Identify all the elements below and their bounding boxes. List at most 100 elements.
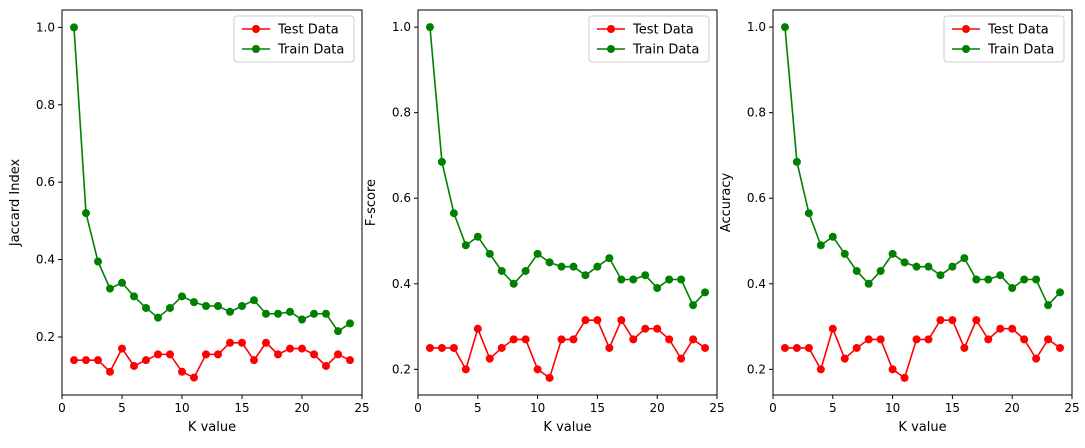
data-point xyxy=(653,284,662,293)
series-test-data xyxy=(70,338,354,382)
data-point xyxy=(677,275,686,284)
data-point xyxy=(497,266,506,275)
data-point xyxy=(641,324,650,333)
data-point xyxy=(130,292,138,301)
data-point xyxy=(250,356,258,365)
data-point xyxy=(888,249,897,258)
data-point xyxy=(1008,284,1017,293)
data-point xyxy=(334,350,342,359)
data-point xyxy=(437,157,446,166)
series-line xyxy=(784,318,1061,380)
y-tick-label: 1.0 xyxy=(747,20,766,34)
data-point xyxy=(840,249,849,258)
data-point xyxy=(924,262,933,271)
data-point xyxy=(557,335,566,344)
x-tick-label: 10 xyxy=(530,401,545,415)
data-point xyxy=(1008,324,1017,333)
y-axis-label: F-score xyxy=(364,179,379,226)
y-tick-label: 0.6 xyxy=(36,175,55,189)
data-point xyxy=(521,335,530,344)
data-point xyxy=(310,309,318,318)
data-point xyxy=(274,309,282,318)
legend-entry-label: Train Data xyxy=(987,43,1054,58)
data-point xyxy=(154,350,162,359)
legend: Test Data Train Data xyxy=(943,15,1065,63)
series-train-data xyxy=(780,23,1065,310)
data-point xyxy=(804,209,813,218)
legend-box xyxy=(588,15,710,63)
data-point xyxy=(912,262,921,271)
data-point xyxy=(996,324,1005,333)
legend-entry-label: Train Data xyxy=(277,43,344,58)
data-point xyxy=(876,335,885,344)
data-point xyxy=(617,275,626,284)
x-tick-label: 10 xyxy=(174,401,189,415)
x-tick-label: 20 xyxy=(294,401,309,415)
data-point xyxy=(298,315,306,324)
data-point xyxy=(900,373,909,382)
data-point xyxy=(593,316,602,325)
data-point xyxy=(665,275,674,284)
subplot-3: 0 5 10 15 20 25 0.2 0.4 0.6 0.8 1.0 K value Accuracy… xyxy=(719,9,1080,435)
data-point xyxy=(190,373,198,382)
data-point xyxy=(852,266,861,275)
data-point xyxy=(701,288,710,297)
data-point xyxy=(82,356,90,365)
data-point xyxy=(864,335,873,344)
data-point xyxy=(677,354,686,363)
x-tick-label: 15 xyxy=(945,401,960,415)
legend-marker xyxy=(252,25,260,33)
legend-entry-label: Test Data xyxy=(277,23,339,38)
data-point xyxy=(262,338,270,347)
data-point xyxy=(864,279,873,288)
data-point xyxy=(298,344,306,353)
data-point xyxy=(804,343,813,352)
data-point xyxy=(792,343,801,352)
legend-box xyxy=(943,15,1065,63)
data-point xyxy=(948,316,957,325)
data-point xyxy=(202,302,210,311)
data-point xyxy=(1056,343,1065,352)
x-tick-label: 15 xyxy=(590,401,605,415)
data-point xyxy=(238,302,246,311)
data-point xyxy=(425,343,434,352)
legend-marker xyxy=(962,25,970,33)
data-point xyxy=(924,335,933,344)
x-tick-label: 15 xyxy=(234,401,249,415)
data-point xyxy=(142,356,150,365)
legend-entry-label: Test Data xyxy=(987,23,1049,38)
y-tick-label: 0.2 xyxy=(392,362,411,376)
y-tick-label: 0.6 xyxy=(392,191,411,205)
data-point xyxy=(1044,301,1053,310)
subplot-2: 0 5 10 15 20 25 0.2 0.4 0.6 0.8 1.0 K value F-score T… xyxy=(364,9,725,435)
data-point xyxy=(461,241,470,250)
x-tick-label: 20 xyxy=(1005,401,1020,415)
data-point xyxy=(569,262,578,271)
data-point xyxy=(473,232,482,241)
x-tick-label: 0 xyxy=(58,401,66,415)
data-point xyxy=(461,365,470,374)
data-point xyxy=(130,361,138,370)
legend-marker xyxy=(962,45,970,53)
data-point xyxy=(346,319,354,328)
data-point xyxy=(569,335,578,344)
data-point xyxy=(948,262,957,271)
data-point xyxy=(190,298,198,307)
y-tick-label: 0.4 xyxy=(392,277,411,291)
data-point xyxy=(473,324,482,333)
legend-marker xyxy=(607,25,615,33)
data-point xyxy=(689,301,698,310)
data-point xyxy=(322,361,330,370)
data-point xyxy=(936,271,945,280)
data-point xyxy=(533,249,542,258)
data-point xyxy=(509,279,518,288)
y-axis-label: Jaccard Index xyxy=(8,159,23,248)
x-tick-label: 5 xyxy=(474,401,482,415)
data-point xyxy=(94,356,102,365)
x-tick-label: 25 xyxy=(354,401,369,415)
plot-area-frame xyxy=(61,9,363,396)
series-train-data xyxy=(425,23,710,310)
data-point xyxy=(334,327,342,336)
y-tick-label: 0.4 xyxy=(36,253,55,267)
data-point xyxy=(701,343,710,352)
